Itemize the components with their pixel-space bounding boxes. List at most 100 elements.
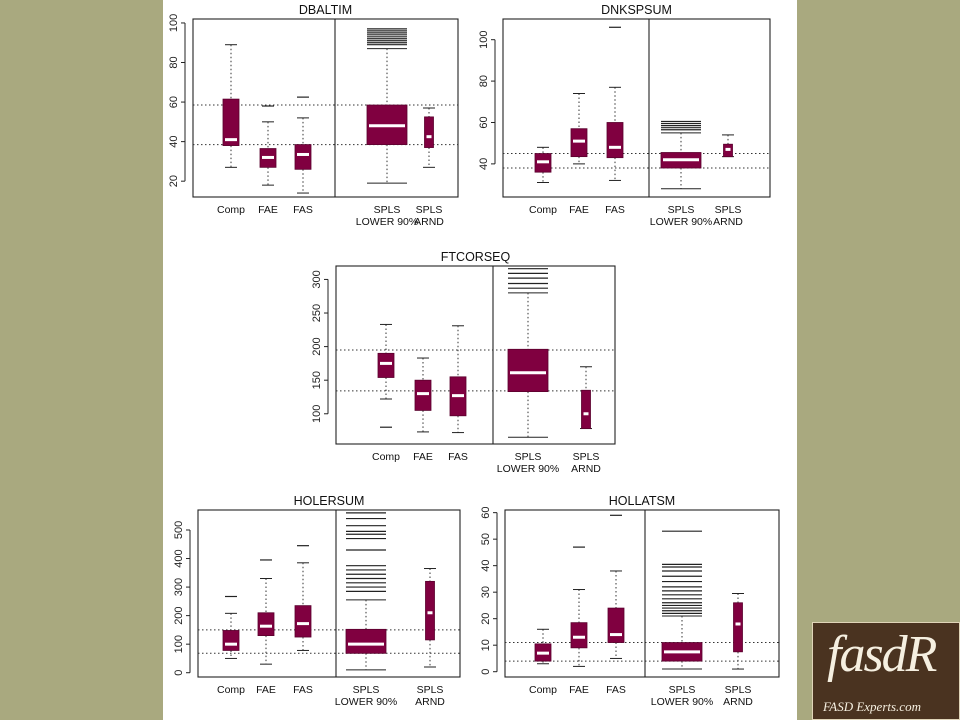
box-spls	[580, 366, 592, 430]
chart-title: DBALTIM	[299, 3, 352, 17]
logo-subtitle: FASD Experts.com	[823, 699, 921, 714]
iqr-box	[222, 630, 240, 651]
y-tick-label: 400	[173, 549, 185, 567]
chart-title: HOLLATSM	[609, 494, 675, 508]
box-spls	[660, 120, 702, 190]
box-spls	[722, 134, 734, 158]
category-label: SPLS LOWER 90%	[335, 684, 397, 708]
category-label: Comp	[529, 684, 557, 696]
plot-frame	[504, 509, 780, 678]
logo-mark: fasdR	[827, 626, 937, 683]
category-label: FAE	[258, 204, 278, 216]
iqr-box	[606, 122, 624, 159]
box-spls	[423, 107, 435, 168]
chart-title: HOLERSUM	[294, 494, 365, 508]
iqr-box	[570, 622, 588, 649]
category-label: Comp	[372, 451, 400, 463]
y-tick-label: 200	[173, 606, 185, 624]
category-label: FAS	[293, 204, 313, 216]
category-label: Comp	[217, 204, 245, 216]
iqr-box	[345, 628, 387, 654]
box-fae	[259, 105, 277, 186]
boxplot-holersum: HOLERSUM 0 100 200 300 400 500 Comp FAE FAS SPLS LO…	[173, 494, 461, 708]
category-label: FAS	[605, 204, 625, 216]
iqr-box	[581, 389, 591, 429]
y-tick-label: 60	[168, 96, 180, 108]
y-tick-label: 300	[311, 270, 323, 288]
iqr-box	[425, 580, 435, 641]
category-label: SPLS ARND	[723, 684, 753, 708]
y-tick-label: 40	[168, 135, 180, 147]
box-fas	[607, 514, 625, 659]
box-spls	[366, 28, 408, 184]
category-label: SPLS ARND	[571, 451, 601, 475]
y-tick-label: 20	[168, 175, 180, 187]
y-tick-label: 40	[478, 158, 490, 170]
category-label: FAS	[293, 684, 313, 696]
category-label: SPLS LOWER 90%	[497, 451, 559, 475]
plot-frame	[502, 18, 771, 198]
box-fae	[570, 93, 588, 165]
category-label: SPLS ARND	[415, 684, 445, 708]
iqr-box	[607, 607, 625, 643]
iqr-box	[294, 605, 312, 638]
y-tick-label: 200	[311, 337, 323, 355]
box-fas	[294, 96, 312, 194]
box-comp	[534, 146, 552, 184]
y-tick-label: 60	[480, 507, 492, 519]
category-label: FAE	[413, 451, 433, 463]
boxplot-hollatsm: HOLLATSM 0 10 20 30 40 50 60 Comp FAE FAS SPLS LOWER…	[480, 494, 780, 708]
y-tick-label: 100	[173, 635, 185, 653]
category-label: SPLS LOWER 90%	[650, 204, 712, 228]
y-tick-label: 30	[480, 586, 492, 598]
chart-title: FTCORSEQ	[441, 250, 511, 264]
category-label: FAS	[606, 684, 626, 696]
y-tick-label: 50	[480, 533, 492, 545]
box-fas	[449, 325, 467, 434]
box-spls	[732, 593, 744, 670]
iqr-box	[424, 116, 434, 148]
box-comp	[222, 595, 240, 659]
y-tick-label: 80	[168, 56, 180, 68]
box-fae	[570, 546, 588, 667]
y-tick-label: 500	[173, 521, 185, 539]
y-tick-label: 300	[173, 578, 185, 596]
boxplot-dnkspsum: DNKSPSUM 40 60 80 100 Comp FAE FAS SPLS LOWER 90%…	[478, 3, 771, 228]
y-tick-label: 100	[168, 14, 180, 32]
category-label: FAS	[448, 451, 468, 463]
y-tick-label: 100	[478, 31, 490, 49]
category-label: FAE	[569, 204, 589, 216]
box-spls	[424, 568, 436, 668]
y-tick-label: 0	[173, 670, 185, 676]
box-spls	[661, 530, 703, 670]
box-fas	[294, 545, 312, 651]
iqr-box	[222, 98, 240, 146]
y-tick-label: 250	[311, 304, 323, 322]
box-comp	[377, 323, 395, 428]
category-label: FAE	[569, 684, 589, 696]
plot-frame	[197, 509, 461, 678]
box-spls	[507, 268, 549, 438]
category-label: SPLS ARND	[713, 204, 743, 228]
chart-title: DNKSPSUM	[601, 3, 672, 17]
y-tick-label: 40	[480, 560, 492, 572]
iqr-box	[414, 379, 432, 411]
box-spls	[345, 512, 387, 671]
fasd-logo: fasdR FASD Experts.com	[812, 622, 960, 720]
category-label: SPLS ARND	[414, 204, 444, 228]
box-fas	[606, 26, 624, 181]
iqr-box	[257, 612, 275, 637]
y-tick-label: 20	[480, 613, 492, 625]
y-tick-label: 0	[480, 669, 492, 675]
box-fae	[257, 559, 275, 665]
iqr-box	[377, 352, 395, 378]
category-label: Comp	[217, 684, 245, 696]
y-tick-label: 60	[478, 116, 490, 128]
iqr-box	[294, 144, 312, 170]
boxplot-dbaltim: DBALTIM 20 40 60 80 100 Comp FAE FAS SPLS LOWER 90…	[168, 3, 459, 228]
boxplot-ftcorseq: FTCORSEQ 100 150 200 250 300 Comp FAE FAS SPLS LOW…	[311, 250, 616, 475]
iqr-box	[733, 602, 743, 653]
category-label: SPLS LOWER 90%	[651, 684, 713, 708]
box-comp	[534, 628, 552, 665]
category-label: Comp	[529, 204, 557, 216]
